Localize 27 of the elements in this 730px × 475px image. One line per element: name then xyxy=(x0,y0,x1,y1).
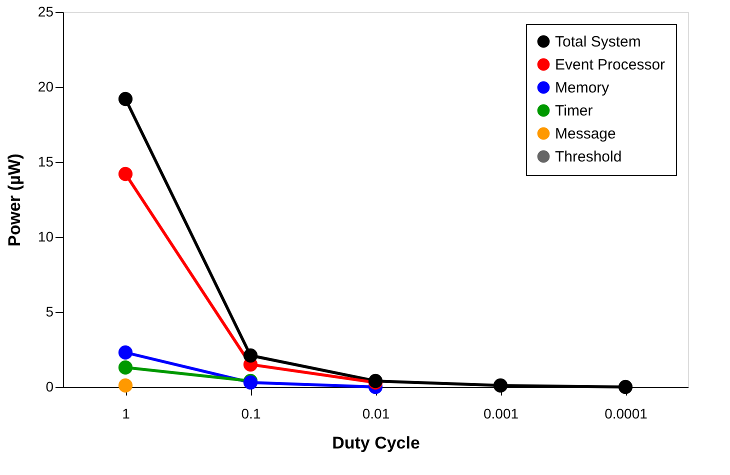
point xyxy=(493,378,508,393)
legend-label: Memory xyxy=(555,80,610,96)
y-tick-label: 0 xyxy=(46,378,54,394)
point xyxy=(118,360,133,375)
legend-label: Timer xyxy=(555,102,593,120)
y-tick-label: 25 xyxy=(38,4,54,20)
point xyxy=(118,378,133,393)
legend-label: Message xyxy=(555,126,616,142)
legend-label: Event Processor xyxy=(555,56,666,74)
x-tick-label: 0.1 xyxy=(241,406,261,422)
point xyxy=(118,92,133,106)
x-tick-label: 0.0001 xyxy=(604,406,648,422)
point xyxy=(243,348,258,363)
y-tick-label: 10 xyxy=(38,228,54,244)
x-tick-label: 0.01 xyxy=(362,406,390,422)
legend-label: Total System xyxy=(555,34,641,50)
y-tick-label: 5 xyxy=(46,304,54,320)
point xyxy=(618,380,633,394)
legend-label: Threshold xyxy=(555,148,622,166)
y-tick-label: 20 xyxy=(38,78,54,94)
y-tick-label: 15 xyxy=(38,154,54,170)
x-axis-title: Duty Cycle xyxy=(332,434,420,452)
point xyxy=(118,345,133,360)
point xyxy=(118,166,133,182)
y-axis-title: Power (µW) xyxy=(4,154,24,246)
x-tick-label: 1 xyxy=(122,406,130,422)
x-tick-label: 0.001 xyxy=(483,406,519,422)
